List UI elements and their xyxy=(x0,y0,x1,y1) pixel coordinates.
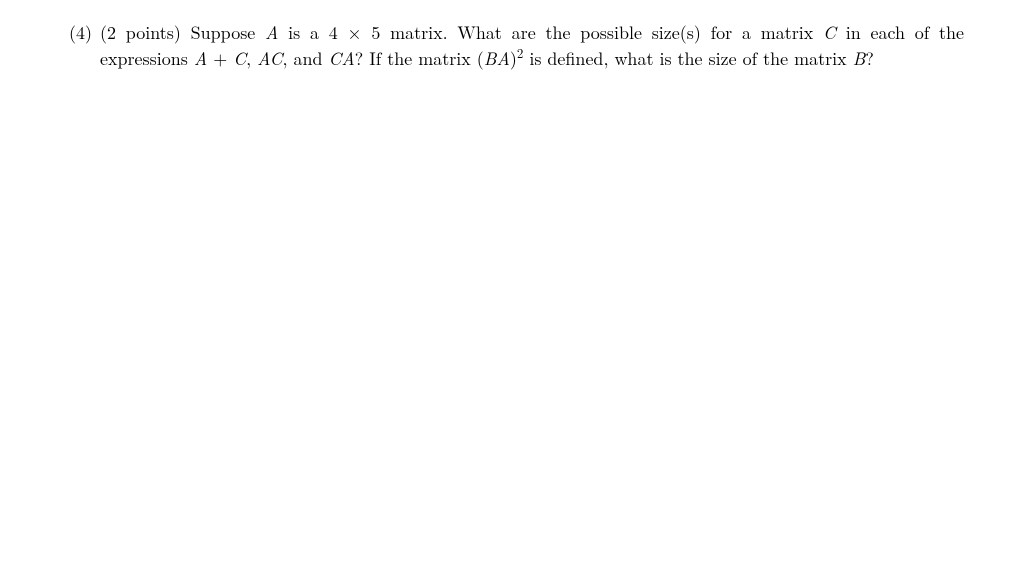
rparen: ) xyxy=(510,46,517,71)
comma-and: , and xyxy=(282,46,328,71)
expr-A: A xyxy=(194,46,207,71)
expr-AC: AC xyxy=(257,46,282,71)
problem-4: (4) (2 points) Suppose A is a 4 × 5 matr… xyxy=(50,20,964,71)
problem-number-label: (4) xyxy=(69,20,92,45)
var-B: B xyxy=(853,46,866,71)
question-mark: ? xyxy=(865,46,874,71)
points-label: (2 points) xyxy=(100,20,181,45)
comma: , xyxy=(246,46,257,71)
text: is defined, what is the size of the matr… xyxy=(523,46,852,71)
problem-number: (4) xyxy=(50,20,100,71)
expr-C: C xyxy=(233,46,246,71)
expr-CA: CA xyxy=(328,46,354,71)
text: is a 4 × 5 matrix. What are the possible… xyxy=(278,20,823,45)
expr-BA: BA xyxy=(484,46,510,71)
text: ? If the matrix ( xyxy=(355,46,484,71)
text: Suppose xyxy=(191,20,265,45)
var-C: C xyxy=(823,20,836,45)
var-A: A xyxy=(265,20,278,45)
plus: + xyxy=(207,46,233,71)
problem-body: (2 points) Suppose A is a 4 × 5 matrix. … xyxy=(100,20,964,71)
page: (4) (2 points) Suppose A is a 4 × 5 matr… xyxy=(0,0,1034,71)
